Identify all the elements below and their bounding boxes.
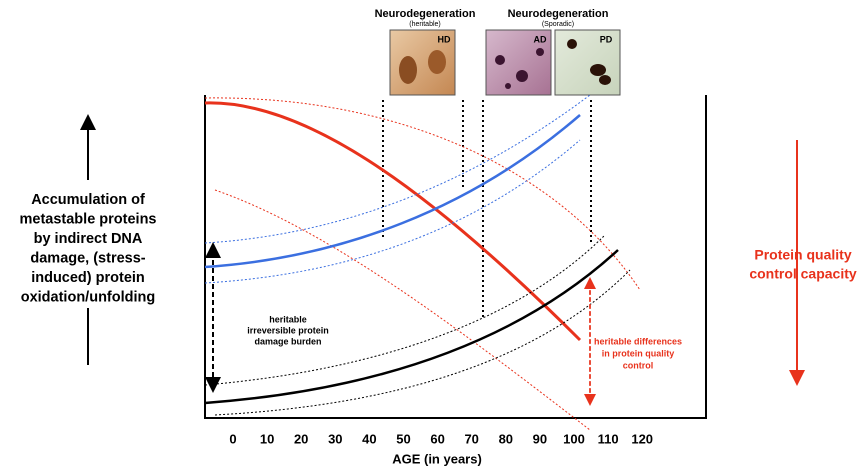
image-hd: [389, 29, 456, 96]
image-label: AD: [534, 34, 547, 44]
left-label: by indirect DNA: [34, 231, 143, 247]
x-tick-label: 10: [260, 431, 274, 446]
texts: Neurodegeneration(heritable)Neurodegener…: [20, 8, 857, 467]
image-label: PD: [600, 34, 613, 44]
x-tick-label: 70: [464, 431, 478, 446]
left-label: induced) protein: [31, 270, 145, 286]
panel-subtitle: (heritable): [409, 21, 441, 28]
right-label: Protein quality: [754, 247, 851, 263]
right-label: control capacity: [749, 266, 857, 282]
red-label: heritable differences: [594, 336, 682, 346]
left-label: metastable proteins: [20, 211, 157, 227]
left-label: Accumulation of: [31, 192, 145, 208]
curves: [204, 94, 641, 431]
panel-title: Neurodegeneration: [508, 8, 609, 20]
image-ad: [485, 29, 552, 96]
panel-title: Neurodegeneration: [375, 8, 476, 20]
x-tick-label: 80: [499, 431, 513, 446]
x-tick-label: 0: [229, 431, 236, 446]
arrows: [80, 114, 805, 406]
image-pd: [554, 29, 621, 96]
panel-subtitle: (Sporadic): [542, 21, 574, 28]
inner-label: damage burden: [254, 336, 321, 346]
x-tick-label: 50: [396, 431, 410, 446]
red-label: in protein quality: [602, 348, 675, 358]
x-tick-label: 20: [294, 431, 308, 446]
inner-label: irreversible protein: [247, 325, 329, 335]
x-tick-label: 90: [533, 431, 547, 446]
left-label: damage, (stress-: [30, 250, 145, 266]
image-label: HD: [438, 34, 451, 44]
x-tick-label: 100: [563, 431, 585, 446]
inner-label: heritable: [269, 314, 307, 324]
left-label: oxidation/unfolding: [21, 289, 156, 305]
x-axis-title: AGE (in years): [392, 451, 482, 466]
x-tick-label: 30: [328, 431, 342, 446]
x-tick-label: 120: [631, 431, 653, 446]
x-tick-label: 60: [430, 431, 444, 446]
red-label: control: [623, 360, 654, 370]
x-tick-label: 110: [598, 431, 619, 446]
x-tick-label: 40: [362, 431, 376, 446]
